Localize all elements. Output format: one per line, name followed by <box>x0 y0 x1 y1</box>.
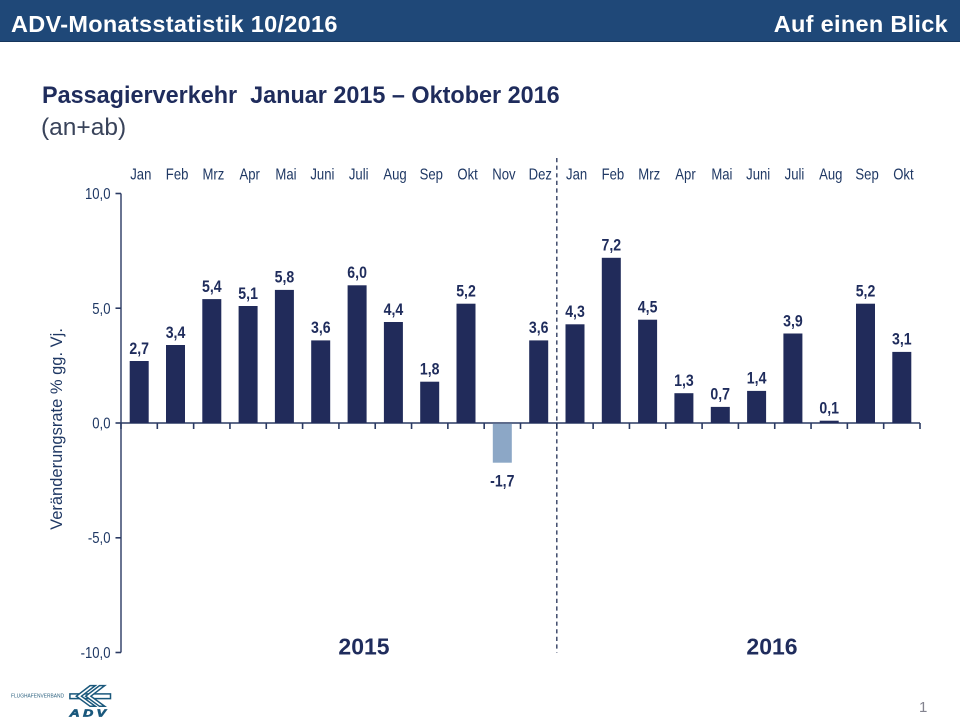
svg-text:Jan: Jan <box>566 166 587 183</box>
svg-text:Sep: Sep <box>855 166 878 183</box>
svg-text:Apr: Apr <box>675 166 696 183</box>
svg-text:1,4: 1,4 <box>747 370 767 388</box>
svg-text:7,2: 7,2 <box>601 236 621 254</box>
svg-text:4,3: 4,3 <box>565 303 585 321</box>
svg-text:Juni: Juni <box>746 166 770 183</box>
svg-text:5,1: 5,1 <box>238 285 258 303</box>
svg-text:5,2: 5,2 <box>856 282 876 300</box>
svg-text:2016: 2016 <box>746 634 797 660</box>
svg-text:Sep: Sep <box>420 166 443 183</box>
svg-text:3,4: 3,4 <box>166 324 186 342</box>
svg-text:4,5: 4,5 <box>638 298 658 316</box>
svg-text:Aug: Aug <box>383 166 406 183</box>
svg-text:3,6: 3,6 <box>311 319 331 337</box>
svg-text:Apr: Apr <box>239 166 260 183</box>
svg-text:10,0: 10,0 <box>85 186 111 203</box>
svg-text:2015: 2015 <box>338 634 389 660</box>
svg-text:Nov: Nov <box>492 166 516 183</box>
svg-text:4,4: 4,4 <box>384 301 404 319</box>
svg-text:-1,7: -1,7 <box>490 472 514 490</box>
svg-text:5,4: 5,4 <box>202 278 222 296</box>
svg-text:1,3: 1,3 <box>674 372 694 390</box>
svg-text:Juni: Juni <box>310 166 334 183</box>
svg-text:-10,0: -10,0 <box>81 645 111 662</box>
svg-text:0,7: 0,7 <box>710 386 730 404</box>
svg-text:Juli: Juli <box>349 166 369 183</box>
svg-text:Mai: Mai <box>275 166 296 183</box>
svg-text:0,0: 0,0 <box>92 415 110 432</box>
svg-text:Mrz: Mrz <box>638 166 660 183</box>
svg-text:Dez: Dez <box>529 166 552 183</box>
svg-text:Juli: Juli <box>785 166 805 183</box>
svg-text:Veränderungsrate % gg. Vj.: Veränderungsrate % gg. Vj. <box>48 328 66 530</box>
svg-text:3,9: 3,9 <box>783 312 803 330</box>
svg-text:5,2: 5,2 <box>456 282 476 300</box>
svg-text:3,6: 3,6 <box>529 319 549 337</box>
svg-text:2,7: 2,7 <box>129 340 149 358</box>
svg-text:Feb: Feb <box>602 166 625 183</box>
svg-text:Okt: Okt <box>457 166 477 183</box>
svg-text:Mrz: Mrz <box>202 166 224 183</box>
svg-text:5,8: 5,8 <box>275 269 295 287</box>
svg-text:0,1: 0,1 <box>819 399 839 417</box>
svg-text:-5,0: -5,0 <box>88 530 111 547</box>
svg-text:Feb: Feb <box>166 166 189 183</box>
svg-text:FLUGHAFENVERBAND: FLUGHAFENVERBAND <box>11 694 64 700</box>
svg-text:3,1: 3,1 <box>892 331 912 349</box>
svg-text:1,8: 1,8 <box>420 360 440 378</box>
svg-text:ADV: ADV <box>68 709 109 720</box>
svg-text:5,0: 5,0 <box>92 301 110 318</box>
svg-text:6,0: 6,0 <box>347 264 367 282</box>
svg-text:Jan: Jan <box>130 166 151 183</box>
svg-text:Aug: Aug <box>819 166 842 183</box>
svg-text:Okt: Okt <box>893 166 913 183</box>
svg-text:Mai: Mai <box>711 166 732 183</box>
